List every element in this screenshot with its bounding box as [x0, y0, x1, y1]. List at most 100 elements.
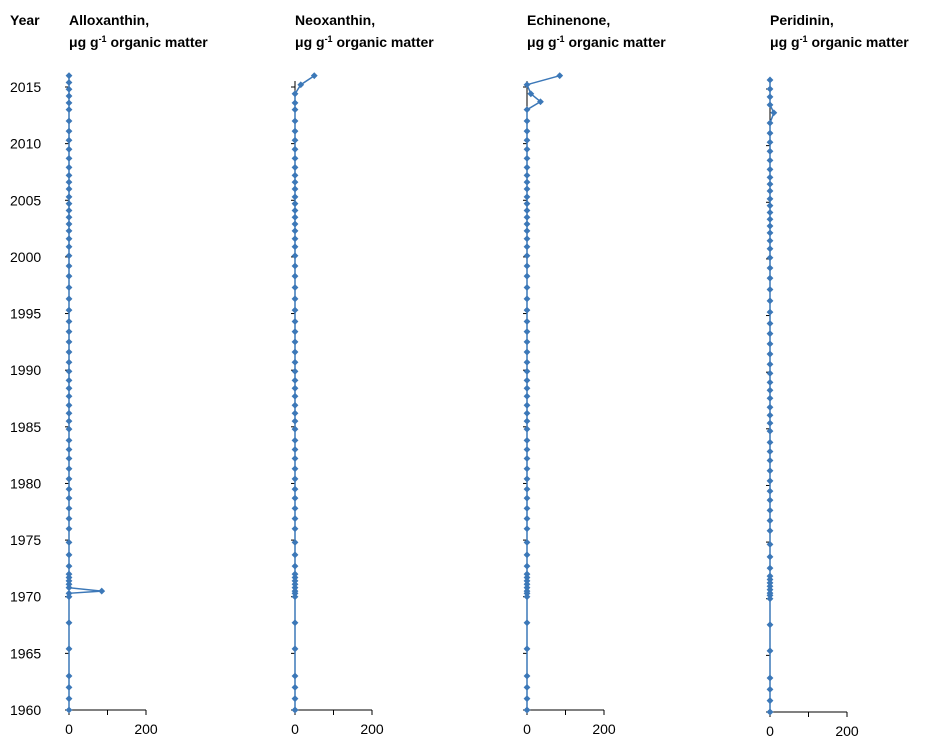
data-point — [523, 117, 531, 125]
data-point — [766, 330, 774, 338]
data-point — [523, 475, 531, 483]
data-point — [766, 439, 774, 446]
data-point — [770, 109, 778, 117]
data-point — [65, 504, 73, 512]
data-point — [65, 376, 73, 384]
data-point — [766, 187, 774, 195]
panel-title-line1: Echinenone, — [527, 12, 610, 28]
data-point — [291, 145, 299, 153]
data-point — [766, 487, 774, 495]
data-point — [65, 295, 73, 303]
data-point — [523, 465, 531, 473]
data-point — [766, 708, 774, 716]
y-tick-label: 2000 — [10, 249, 41, 265]
data-point — [65, 213, 73, 221]
data-point — [291, 417, 299, 425]
data-point — [65, 92, 73, 100]
data-point — [291, 485, 299, 493]
y-tick-label: 2010 — [10, 136, 41, 152]
y-tick-label: 2015 — [10, 79, 41, 95]
data-point — [766, 674, 774, 682]
data-point — [523, 106, 531, 114]
series-line — [68, 75, 102, 710]
y-tick-labels: 2015 2010 2005 2000 1995 1990 1985 1980 1975 1970… — [10, 79, 41, 718]
data-point — [766, 685, 774, 693]
data-point — [65, 235, 73, 243]
data-point — [65, 262, 73, 270]
data-point — [291, 154, 299, 162]
data-point — [65, 252, 73, 260]
data-point — [766, 411, 774, 419]
data-point — [291, 437, 299, 444]
data-point — [523, 367, 531, 375]
x-tick-label: 0 — [291, 721, 299, 737]
data-point — [291, 338, 299, 346]
data-point — [523, 645, 531, 653]
data-point — [291, 562, 299, 570]
data-point — [523, 200, 531, 208]
panel-1: Alloxanthin, μg g-1 organic matter 0 200 — [65, 12, 208, 737]
data-point — [291, 164, 299, 171]
data-point — [523, 619, 531, 627]
data-point — [65, 99, 73, 107]
data-point — [65, 515, 73, 522]
data-point — [291, 392, 299, 400]
data-point — [291, 178, 299, 186]
data-point — [766, 156, 774, 164]
data-point — [65, 455, 73, 462]
data-point — [65, 706, 73, 714]
y-tick-label: 1970 — [10, 589, 41, 605]
data-point — [766, 101, 774, 109]
x-tick-label: 200 — [134, 721, 158, 737]
data-point — [291, 295, 299, 303]
y-tick-label: 1985 — [10, 419, 41, 435]
data-point — [766, 180, 774, 188]
data-point — [766, 394, 774, 402]
data-point — [523, 538, 531, 546]
data-point — [291, 465, 299, 473]
data-point — [291, 318, 299, 325]
data-point — [766, 378, 774, 386]
data-point — [523, 695, 531, 703]
data-point — [65, 645, 73, 653]
data-point — [291, 446, 299, 453]
data-point — [65, 384, 73, 392]
data-point — [523, 220, 531, 228]
data-point — [291, 306, 299, 314]
data-point — [65, 154, 73, 162]
data-point — [523, 81, 531, 89]
data-point — [291, 695, 299, 703]
data-point — [766, 222, 774, 230]
y-tick-label: 1960 — [10, 702, 41, 718]
data-point — [65, 538, 73, 546]
data-point — [291, 494, 299, 502]
data-point — [523, 515, 531, 522]
x-tick-label: 0 — [523, 721, 531, 737]
data-point — [766, 138, 774, 146]
data-point — [65, 117, 73, 125]
data-point — [523, 593, 531, 601]
y-tick-label: 1965 — [10, 645, 41, 661]
data-point — [523, 562, 531, 570]
data-point — [65, 367, 73, 375]
data-point — [523, 446, 531, 453]
data-point — [291, 136, 299, 144]
data-point — [766, 540, 774, 548]
data-point — [291, 106, 299, 114]
data-point — [523, 178, 531, 186]
data-point — [766, 215, 774, 223]
data-point — [291, 706, 299, 714]
data-point — [291, 401, 299, 409]
data-point — [65, 171, 73, 179]
data-point — [98, 587, 106, 595]
data-point — [556, 72, 564, 80]
data-point — [291, 200, 299, 208]
data-point — [523, 425, 531, 433]
data-point — [291, 235, 299, 243]
data-point — [766, 647, 774, 655]
data-point — [766, 403, 774, 411]
data-point — [65, 417, 73, 425]
data-point — [523, 284, 531, 291]
y-tick-label: 2005 — [10, 192, 41, 208]
data-point — [766, 129, 774, 137]
